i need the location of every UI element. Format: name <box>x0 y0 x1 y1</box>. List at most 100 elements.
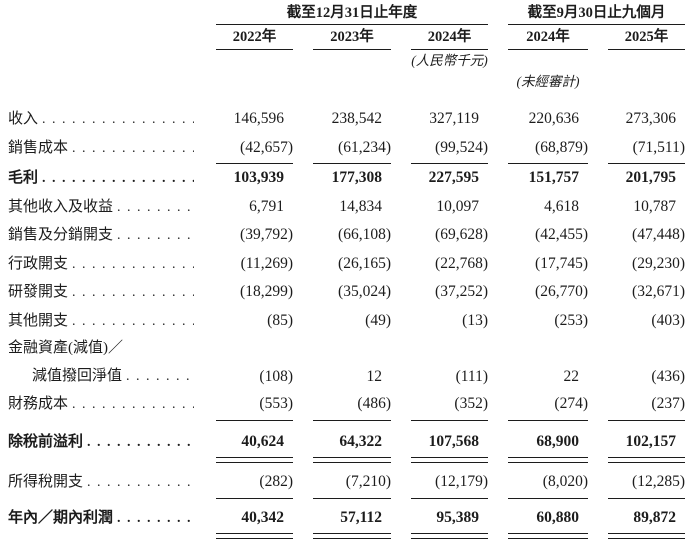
column-header-2022: 2022年 <box>216 29 293 50</box>
currency-note: (人民幣千元) <box>411 53 488 68</box>
header-group-row: 截至12月31日止年度 截至9月30日止九個月 <box>8 4 685 25</box>
value-cell: (18,299) <box>240 283 293 300</box>
value-cell: 12 <box>366 367 383 385</box>
column-group-annual: 截至12月31日止年度 <box>216 4 488 25</box>
value-cell: (352) <box>411 390 488 421</box>
value-cell: 6,791 <box>249 197 284 215</box>
value-cell: (35,024) <box>338 283 391 300</box>
value-cell: (42,657) <box>216 134 293 164</box>
column-header-2024: 2024年 <box>411 29 488 50</box>
value-cell: 68,900 <box>508 428 588 463</box>
value-cell: (71,511) <box>608 134 685 164</box>
row-label-line1: 金融資產(減值)／ <box>8 340 123 356</box>
value-cell: (85) <box>267 311 293 329</box>
value-cell: (486) <box>313 390 391 421</box>
row-label: 研發開支 <box>8 284 69 300</box>
row-profit-for-period: 年內／期內利潤 40,342 57,112 95,389 60,880 89,8… <box>8 504 685 539</box>
dot-leader <box>72 279 194 307</box>
value-cell: 238,542 <box>331 110 382 127</box>
dot-leader <box>117 194 194 222</box>
value-cell: 107,568 <box>411 428 488 463</box>
value-cell: (12,179) <box>411 468 488 499</box>
value-cell: (274) <box>508 390 588 421</box>
value-cell: 10,787 <box>633 197 676 215</box>
header-year-row: 2022年 2023年 2024年 2024年 2025年 <box>8 29 685 50</box>
row-label: 行政開支 <box>8 255 69 272</box>
value-cell: 102,157 <box>608 428 685 463</box>
dot-leader <box>87 469 194 497</box>
dot-leader <box>87 429 194 457</box>
value-cell: 273,306 <box>625 110 676 127</box>
value-cell: 14,834 <box>339 197 382 215</box>
value-cell: (66,108) <box>338 226 391 243</box>
value-cell: (237) <box>608 390 685 421</box>
value-cell: (553) <box>216 390 293 421</box>
row-cost-of-sales: 銷售成本 (42,657) (61,234) (99,524) (68,879)… <box>8 134 685 164</box>
dot-leader <box>72 391 194 419</box>
row-label: 財務成本 <box>8 396 69 412</box>
dot-leader <box>126 363 194 391</box>
row-rd-expenses: 研發開支 (18,299) (35,024) (37,252) (26,770)… <box>8 278 685 307</box>
value-cell: 151,757 <box>528 169 579 186</box>
column-header-2023: 2023年 <box>313 29 391 50</box>
value-cell: (11,269) <box>240 254 293 272</box>
value-cell: (32,671) <box>632 283 685 300</box>
value-cell: 227,595 <box>428 169 479 186</box>
value-cell: 60,880 <box>508 504 588 539</box>
row-label: 除稅前溢利 <box>8 433 84 450</box>
value-cell: (39,792) <box>240 226 293 243</box>
value-cell: (282) <box>216 468 293 499</box>
column-header-2025-interim: 2025年 <box>608 29 685 50</box>
unaudited-note: (未經審計) <box>516 74 580 89</box>
row-label: 銷售及分銷開支 <box>8 227 114 243</box>
row-revenue: 收入 146,596 238,542 327,119 220,636 273,3… <box>8 105 685 134</box>
column-header-2024-interim: 2024年 <box>508 29 588 50</box>
row-label: 毛利 <box>8 170 39 186</box>
value-cell: 327,119 <box>429 110 479 127</box>
row-label: 收入 <box>8 111 39 127</box>
value-cell: (61,234) <box>313 134 391 164</box>
value-cell: (47,448) <box>632 226 685 243</box>
value-cell: 89,872 <box>608 504 685 539</box>
row-label: 年內／期內利潤 <box>8 509 114 526</box>
value-cell: 40,342 <box>216 504 293 539</box>
value-cell: 146,596 <box>233 110 284 127</box>
header-note-row: (人民幣千元) <box>8 50 685 72</box>
value-cell: 177,308 <box>331 169 382 186</box>
value-cell: 57,112 <box>313 504 391 539</box>
value-cell: (111) <box>455 367 488 385</box>
value-cell: (22,768) <box>435 254 488 272</box>
value-cell: (17,745) <box>535 254 588 272</box>
row-label: 其他開支 <box>8 312 69 329</box>
value-cell: (29,230) <box>632 254 685 272</box>
row-finance-costs: 財務成本 (553) (486) (352) (274) (237) <box>8 390 685 421</box>
value-cell: (69,628) <box>435 226 488 243</box>
dot-leader <box>72 308 194 336</box>
row-admin-expenses: 行政開支 (11,269) (26,165) (22,768) (17,745)… <box>8 250 685 279</box>
row-other-expenses: 其他開支 (85) (49) (13) (253) (403) <box>8 307 685 336</box>
value-cell: (99,524) <box>411 134 488 164</box>
value-cell: (12,285) <box>608 468 685 499</box>
row-profit-before-tax: 除稅前溢利 40,624 64,322 107,568 68,900 102,1… <box>8 428 685 463</box>
dot-leader <box>72 251 194 279</box>
row-gross-profit: 毛利 103,939 177,308 227,595 151,757 201,7… <box>8 164 685 193</box>
value-cell: (403) <box>651 311 685 329</box>
row-selling-expenses: 銷售及分銷開支 (39,792) (66,108) (69,628) (42,4… <box>8 221 685 250</box>
value-cell: (8,020) <box>508 468 588 499</box>
dot-leader <box>42 165 194 193</box>
value-cell: 201,795 <box>625 169 676 186</box>
value-cell: (436) <box>651 367 685 385</box>
value-cell: 40,624 <box>216 428 293 463</box>
value-cell: (7,210) <box>313 468 391 499</box>
dot-leader <box>42 106 194 134</box>
row-label: 其他收入及收益 <box>8 198 114 215</box>
value-cell: 10,097 <box>436 197 479 215</box>
value-cell: (49) <box>365 311 391 329</box>
value-cell: (253) <box>554 311 588 329</box>
value-cell: 95,389 <box>411 504 488 539</box>
value-cell: (68,879) <box>508 134 588 164</box>
row-label: 所得稅開支 <box>8 474 84 490</box>
value-cell: 4,618 <box>544 197 579 215</box>
value-cell: (37,252) <box>435 283 488 300</box>
value-cell: (13) <box>462 311 488 329</box>
